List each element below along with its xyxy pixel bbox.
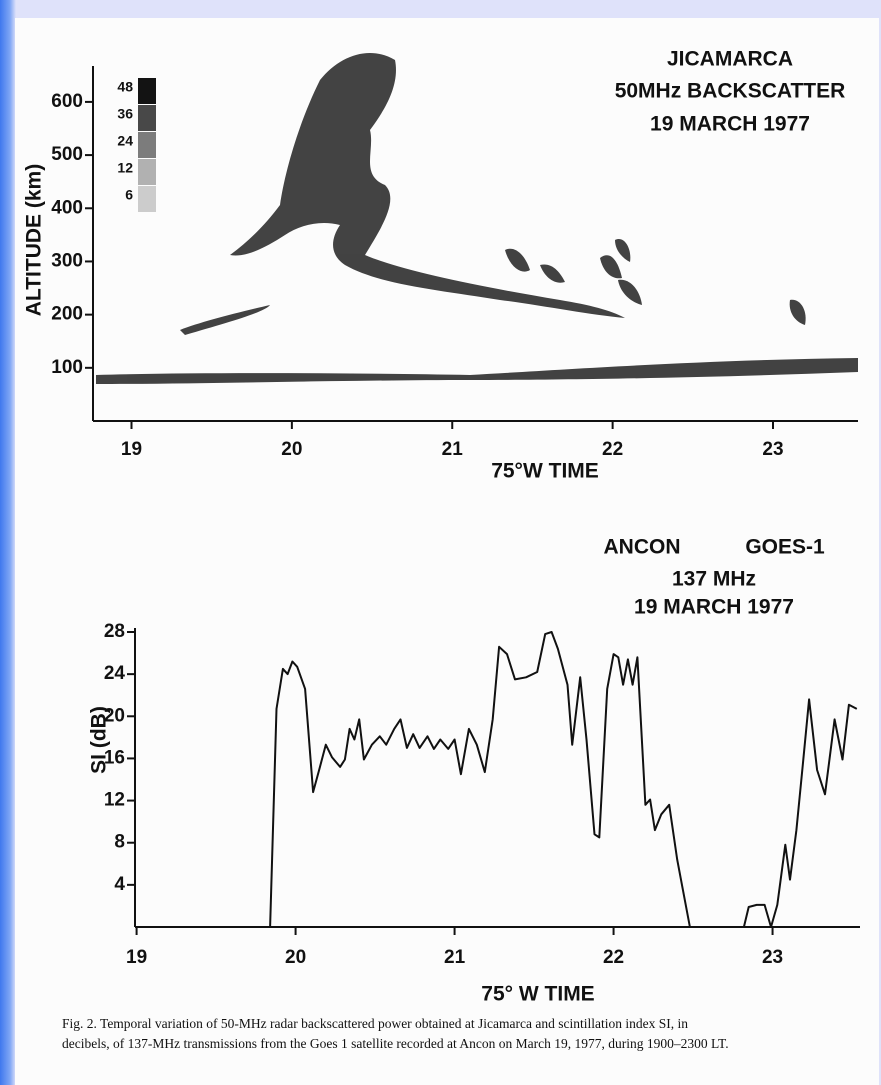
y-tick-label: 28 [104, 621, 125, 642]
backscatter-echoes [96, 52, 858, 384]
x-tick-label: 19 [121, 439, 142, 460]
colorbar-label: 12 [117, 160, 133, 176]
chart-title: JICAMARCA [667, 48, 793, 71]
y-tick-label: 24 [104, 663, 126, 684]
x-tick-label: 23 [762, 439, 783, 460]
colorbar-label: 6 [125, 187, 133, 203]
y-tick-label: 100 [51, 357, 83, 378]
chart-title: 50MHz BACKSCATTER [615, 80, 846, 103]
annotation: GOES-1 [745, 536, 825, 559]
chart-title: 19 MARCH 1977 [650, 113, 810, 136]
y-axis-label: ALTITUDE (km) [23, 164, 46, 316]
colorbar-label: 36 [117, 106, 133, 122]
x-axis-label: 75° W TIME [481, 983, 594, 1006]
colorbar-swatch [138, 132, 156, 158]
x-tick-label: 22 [602, 439, 623, 460]
x-tick-label: 21 [442, 439, 464, 460]
x-tick-label: 20 [281, 439, 302, 460]
y-tick-label: 20 [104, 705, 125, 726]
caption-line: decibels, of 137-MHz transmissions from … [62, 1036, 729, 1051]
colorbar-swatch [138, 159, 156, 185]
y-axis-label: SI (dB) [88, 706, 111, 774]
si-line [269, 631, 858, 928]
x-tick-label: 21 [444, 947, 466, 968]
caption-line: Fig. 2. Temporal variation of 50-MHz rad… [62, 1016, 688, 1031]
y-tick-label: 600 [51, 91, 83, 112]
colorbar-swatch [138, 78, 156, 104]
colorbar-label: 48 [117, 79, 133, 95]
x-tick-label: 23 [762, 947, 783, 968]
y-tick-label: 500 [51, 144, 83, 165]
y-tick-label: 400 [51, 197, 83, 218]
paper [15, 18, 879, 1085]
y-tick-label: 8 [114, 832, 125, 853]
chart-title: 137 MHz [672, 568, 756, 591]
x-tick-label: 22 [603, 947, 624, 968]
x-tick-label: 19 [126, 947, 147, 968]
y-tick-label: 300 [51, 250, 83, 271]
chart-title: 19 MARCH 1977 [634, 596, 794, 619]
annotation: ANCON [604, 536, 681, 559]
colorbar-swatch [138, 186, 156, 212]
colorbar-swatch [138, 105, 156, 131]
y-tick-label: 16 [104, 747, 125, 768]
colorbar-label: 24 [117, 133, 133, 149]
x-axis-label: 75°W TIME [491, 460, 599, 483]
y-tick-label: 4 [114, 874, 125, 895]
y-tick-label: 200 [51, 304, 83, 325]
y-tick-label: 12 [104, 790, 125, 811]
x-tick-label: 20 [285, 947, 306, 968]
